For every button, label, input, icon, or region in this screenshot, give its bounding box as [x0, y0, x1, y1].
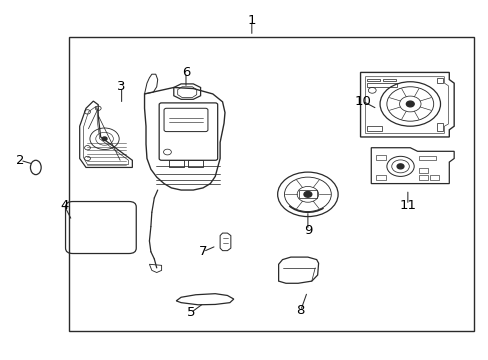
Text: 9: 9	[303, 224, 311, 237]
Bar	[436, 78, 442, 83]
Bar	[418, 156, 435, 160]
Bar	[436, 123, 442, 131]
Bar	[429, 175, 438, 180]
Bar	[375, 175, 385, 180]
Text: 10: 10	[353, 95, 370, 108]
Circle shape	[396, 164, 403, 169]
Circle shape	[406, 101, 413, 107]
Text: 7: 7	[199, 245, 207, 258]
Circle shape	[102, 137, 107, 140]
Text: 5: 5	[186, 306, 195, 319]
Text: 3: 3	[117, 80, 125, 93]
Text: 1: 1	[247, 14, 256, 27]
Circle shape	[304, 192, 311, 197]
Bar	[383, 78, 395, 81]
Text: 2: 2	[16, 154, 24, 167]
Bar	[418, 175, 427, 180]
Bar	[69, 37, 473, 330]
Bar	[366, 83, 396, 87]
Text: 11: 11	[399, 199, 415, 212]
Bar	[366, 78, 379, 81]
Text: 6: 6	[182, 66, 190, 79]
Bar	[418, 168, 427, 173]
Bar	[375, 155, 385, 160]
Text: 8: 8	[296, 305, 304, 318]
Bar	[366, 126, 381, 131]
Text: 4: 4	[60, 199, 68, 212]
